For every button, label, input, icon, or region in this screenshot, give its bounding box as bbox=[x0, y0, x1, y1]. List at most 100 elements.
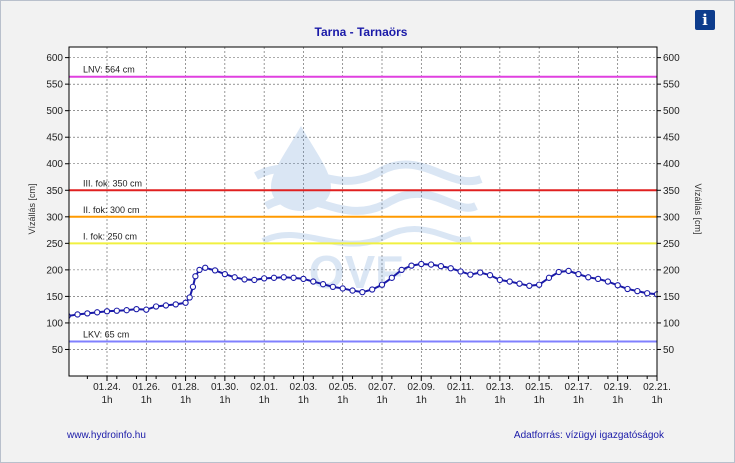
watermark-text: OVF bbox=[309, 246, 404, 298]
data-point bbox=[545, 274, 553, 281]
y-tick-label: 150 bbox=[46, 292, 63, 303]
wave-icon bbox=[254, 160, 483, 186]
x-tick-hour-label: 1h bbox=[416, 395, 427, 406]
data-point bbox=[408, 262, 415, 269]
data-point bbox=[143, 306, 150, 313]
x-tick-hour-label: 1h bbox=[651, 395, 662, 406]
data-point bbox=[202, 264, 209, 271]
data-point bbox=[437, 263, 445, 270]
y-tick-label: 300 bbox=[46, 212, 63, 223]
wave-icon bbox=[261, 226, 472, 247]
data-point bbox=[634, 287, 641, 295]
data-point bbox=[319, 281, 327, 288]
plot-area bbox=[68, 46, 658, 377]
y-tick-label-right: 500 bbox=[663, 106, 680, 117]
data-point bbox=[74, 311, 81, 318]
data-point bbox=[241, 276, 248, 283]
data-point bbox=[644, 290, 651, 297]
y-tick-label-right: 350 bbox=[663, 186, 680, 197]
x-tick-hour-label: 1h bbox=[455, 395, 466, 406]
data-point bbox=[192, 273, 199, 280]
hydroinfo-link[interactable]: www.hydroinfo.hu bbox=[66, 430, 146, 441]
data-point bbox=[270, 274, 278, 281]
x-tick-hour-label: 1h bbox=[612, 395, 623, 406]
x-tick-hour-label: 1h bbox=[337, 395, 348, 406]
y-tick-label: 200 bbox=[46, 265, 63, 276]
y-tick-label: 100 bbox=[46, 318, 63, 329]
x-tick-label: 02.17. bbox=[565, 382, 593, 393]
data-source-text: Adatforrás: vízügyi igazgatóságok bbox=[514, 430, 665, 441]
data-point bbox=[427, 261, 435, 268]
series-line bbox=[69, 263, 658, 317]
x-tick-label: 02.19. bbox=[604, 382, 632, 393]
data-point bbox=[103, 308, 111, 315]
x-tick-label: 02.07. bbox=[368, 382, 396, 393]
x-tick-hour-label: 1h bbox=[298, 395, 309, 406]
data-point bbox=[565, 267, 572, 275]
data-point bbox=[162, 302, 170, 309]
y-tick-label-right: 600 bbox=[663, 53, 680, 64]
data-point bbox=[211, 267, 219, 274]
data-point bbox=[506, 278, 513, 285]
y-tick-label: 250 bbox=[46, 239, 63, 250]
data-point bbox=[594, 275, 602, 283]
data-point bbox=[604, 278, 612, 285]
data-point bbox=[172, 301, 179, 308]
x-tick-label: 02.03. bbox=[290, 382, 318, 393]
y-tick-label-right: 550 bbox=[663, 80, 680, 91]
y-tick-label: 400 bbox=[46, 159, 63, 170]
data-point bbox=[329, 283, 337, 291]
x-tick-label: 02.11. bbox=[447, 382, 474, 393]
series-group bbox=[69, 260, 699, 319]
data-point bbox=[684, 293, 689, 298]
data-point bbox=[113, 307, 120, 314]
data-point bbox=[310, 278, 317, 285]
y-tick-label: 350 bbox=[46, 186, 63, 197]
data-point bbox=[555, 268, 562, 276]
data-point bbox=[526, 282, 533, 289]
data-point bbox=[467, 271, 474, 278]
y-axis-label-right: Vízállás [cm] bbox=[693, 183, 703, 234]
data-point bbox=[349, 287, 356, 294]
data-point bbox=[94, 309, 101, 316]
data-point bbox=[152, 303, 160, 310]
info-button[interactable]: i bbox=[695, 10, 715, 30]
y-axis-label-left: Vízállás [cm] bbox=[27, 183, 37, 234]
y-tick-label-right: 300 bbox=[663, 212, 680, 223]
data-point bbox=[535, 281, 543, 288]
data-point bbox=[69, 313, 71, 319]
x-tick-label: 01.26. bbox=[132, 382, 160, 393]
y-tick-label-right: 50 bbox=[663, 345, 675, 356]
data-point bbox=[496, 276, 504, 284]
data-point bbox=[339, 285, 346, 292]
data-point bbox=[260, 275, 268, 282]
data-point bbox=[84, 310, 91, 317]
x-tick-hour-label: 1h bbox=[180, 395, 191, 406]
x-tick-label: 02.01. bbox=[250, 382, 278, 393]
data-point bbox=[300, 275, 307, 283]
data-point bbox=[694, 291, 699, 296]
data-point bbox=[418, 260, 425, 268]
grid bbox=[69, 47, 657, 376]
data-point bbox=[477, 269, 484, 276]
data-point bbox=[251, 276, 258, 284]
data-point bbox=[182, 299, 189, 306]
y-tick-label-right: 450 bbox=[663, 133, 680, 144]
data-point bbox=[369, 286, 376, 293]
y-tick-label: 600 bbox=[46, 53, 63, 64]
x-tick-label: 02.15. bbox=[525, 382, 553, 393]
y-tick-label: 450 bbox=[46, 133, 63, 144]
reference-line-label: LNV: 564 cm bbox=[83, 65, 135, 75]
reference-line-label: II. fok: 300 cm bbox=[83, 205, 140, 215]
reference-line-label: LKV: 65 cm bbox=[83, 330, 129, 340]
x-tick-label: 01.28. bbox=[172, 382, 200, 393]
reference-line-label: III. fok: 350 cm bbox=[83, 178, 142, 188]
x-tick-hour-label: 1h bbox=[376, 395, 387, 406]
x-tick-hour-label: 1h bbox=[219, 395, 230, 406]
data-point bbox=[486, 272, 494, 279]
data-point bbox=[123, 307, 130, 314]
y-tick-label-right: 100 bbox=[663, 318, 680, 329]
x-tick-hour-label: 1h bbox=[534, 395, 545, 406]
axes: 50 50 100 100 150 150 200 200 250 250 300 300 350 350… bbox=[46, 53, 680, 406]
